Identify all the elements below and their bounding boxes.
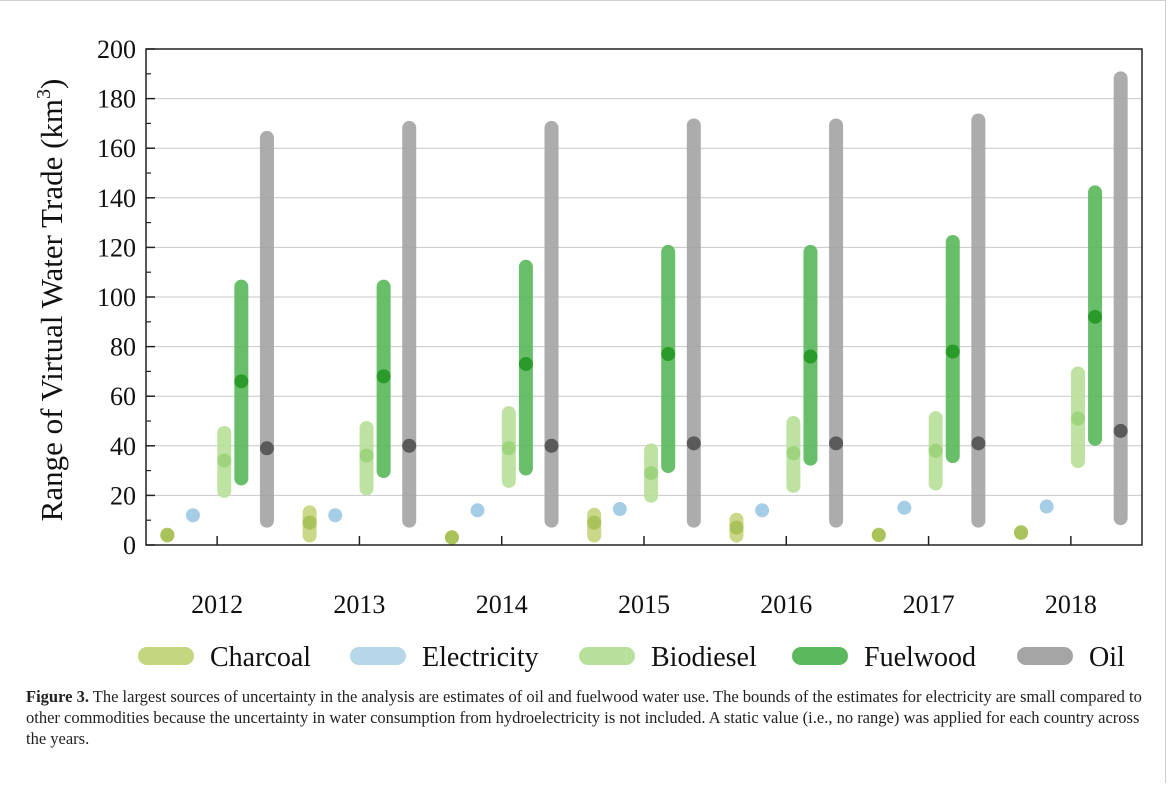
y-tick-label: 200 — [97, 35, 136, 64]
x-tick-label: 2016 — [760, 590, 812, 619]
y-tick-label: 140 — [97, 184, 136, 213]
electricity-point-2015 — [612, 502, 627, 517]
y-tick-label: 80 — [110, 333, 136, 362]
x-axis: 2012 2013 2014 2015 2016 2017 2018 — [191, 536, 1097, 619]
electricity-point-2017 — [897, 500, 912, 515]
y-tick-label: 60 — [110, 382, 136, 411]
legend-label-biodiesel: Biodiesel — [651, 642, 757, 673]
legend-label-fuelwood: Fuelwood — [864, 642, 976, 673]
biodiesel-point-2018 — [1070, 411, 1085, 426]
x-tick-label: 2013 — [333, 590, 385, 619]
legend-swatch-biodiesel — [579, 647, 635, 665]
y-tick-label: 0 — [123, 531, 136, 560]
oil-range-2017 — [971, 113, 986, 528]
oil-range-2014 — [544, 120, 559, 528]
y-axis-label-superscript: 3 — [33, 89, 55, 99]
chart-marks — [160, 71, 1128, 545]
x-tick-label: 2014 — [476, 590, 528, 619]
electricity-point-2012 — [185, 508, 200, 523]
oil-point-2018 — [1113, 423, 1128, 438]
charcoal-point-2013 — [302, 515, 317, 530]
caption-label: Figure 3. — [26, 687, 89, 706]
charcoal-point-2012 — [160, 528, 175, 543]
oil-point-2014 — [544, 438, 559, 453]
oil-range-2015 — [686, 118, 701, 528]
legend-label-charcoal: Charcoal — [210, 642, 311, 673]
fuelwood-point-2018 — [1088, 309, 1103, 324]
oil-point-2012 — [259, 441, 274, 456]
charcoal-point-2014 — [444, 530, 459, 545]
y-tick-label: 100 — [97, 283, 136, 312]
y-tick-label: 160 — [97, 134, 136, 163]
y-axis: 0 20 40 60 80 100 120 140 160 180 200 — [97, 35, 155, 560]
legend: Charcoal Electricity Biodiesel Fuelwood Oil — [138, 642, 1125, 673]
legend-swatch-electricity — [350, 647, 406, 665]
gridlines — [146, 98, 1142, 496]
x-tick-label: 2012 — [191, 590, 243, 619]
oil-range-2013 — [402, 120, 417, 528]
charcoal-point-2018 — [1014, 525, 1029, 540]
y-axis-label-end: ) — [34, 79, 69, 89]
fuelwood-point-2016 — [803, 349, 818, 364]
oil-range-2016 — [829, 118, 844, 528]
electricity-point-2016 — [755, 503, 770, 518]
y-tick-label: 180 — [97, 85, 136, 114]
range-chart: 0 20 40 60 80 100 120 140 160 180 200 2012 2013 2014… — [33, 35, 1143, 673]
x-tick-label: 2018 — [1045, 590, 1097, 619]
biodiesel-point-2015 — [644, 466, 659, 481]
biodiesel-point-2016 — [786, 446, 801, 461]
y-tick-label: 20 — [110, 481, 136, 510]
caption-text: The largest sources of uncertainty in th… — [26, 687, 1142, 748]
oil-point-2016 — [829, 436, 844, 451]
electricity-point-2013 — [328, 508, 343, 523]
oil-point-2015 — [686, 436, 701, 451]
y-axis-label-main: Range of Virtual Water Trade (km — [34, 99, 69, 521]
figure-caption: Figure 3. The largest sources of uncerta… — [26, 686, 1146, 749]
oil-range-2012 — [259, 130, 274, 528]
electricity-point-2014 — [470, 503, 485, 518]
legend-swatch-oil — [1017, 647, 1073, 665]
y-axis-label: Range of Virtual Water Trade (km3) — [33, 79, 69, 522]
biodiesel-point-2014 — [501, 441, 516, 456]
fuelwood-point-2015 — [661, 347, 676, 362]
biodiesel-point-2013 — [359, 448, 374, 463]
electricity-point-2018 — [1039, 499, 1054, 514]
oil-range-2018 — [1113, 71, 1128, 526]
x-tick-label: 2017 — [903, 590, 955, 619]
y-tick-label: 120 — [97, 233, 136, 262]
legend-label-electricity: Electricity — [422, 642, 539, 673]
biodiesel-point-2012 — [217, 453, 232, 468]
fuelwood-point-2014 — [518, 356, 533, 371]
fuelwood-point-2012 — [234, 374, 249, 389]
legend-label-oil: Oil — [1089, 642, 1125, 673]
fuelwood-point-2013 — [376, 369, 391, 384]
legend-swatch-charcoal — [138, 647, 194, 665]
charcoal-point-2015 — [587, 515, 602, 530]
biodiesel-point-2017 — [928, 443, 943, 458]
fuelwood-point-2017 — [945, 344, 960, 359]
charcoal-point-2017 — [871, 528, 886, 543]
oil-point-2013 — [402, 438, 417, 453]
legend-swatch-fuelwood — [792, 647, 848, 665]
x-tick-label: 2015 — [618, 590, 670, 619]
charcoal-point-2016 — [729, 520, 744, 535]
oil-point-2017 — [971, 436, 986, 451]
y-tick-label: 40 — [110, 432, 136, 461]
